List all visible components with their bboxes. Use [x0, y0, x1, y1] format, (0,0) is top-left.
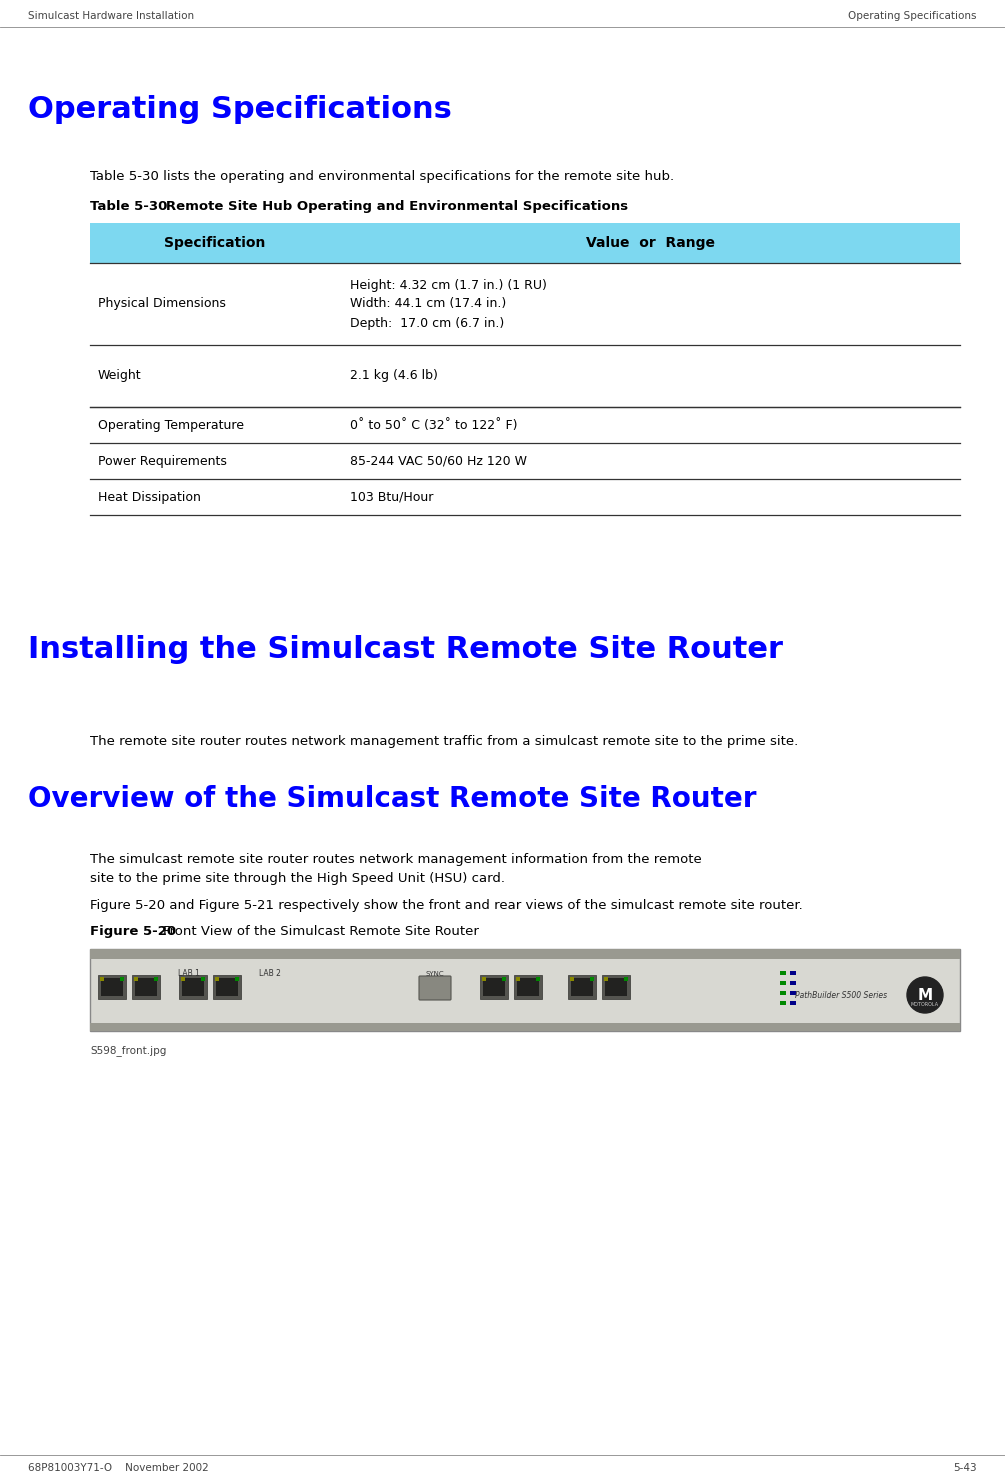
Text: Weight: Weight [98, 370, 142, 383]
FancyBboxPatch shape [605, 978, 627, 995]
FancyBboxPatch shape [780, 981, 786, 985]
Text: Heat Dissipation: Heat Dissipation [98, 491, 201, 503]
Text: 5-43: 5-43 [954, 1463, 977, 1473]
FancyBboxPatch shape [179, 975, 207, 998]
Text: Table 5-30: Table 5-30 [90, 200, 168, 213]
FancyBboxPatch shape [90, 950, 960, 1031]
FancyBboxPatch shape [624, 978, 628, 981]
Text: The simulcast remote site router routes network management information from the : The simulcast remote site router routes … [90, 853, 701, 867]
Text: Simulcast Hardware Installation: Simulcast Hardware Installation [28, 10, 194, 21]
FancyBboxPatch shape [154, 978, 158, 981]
FancyBboxPatch shape [780, 1001, 786, 1006]
FancyBboxPatch shape [604, 978, 608, 981]
Text: Installing the Simulcast Remote Site Router: Installing the Simulcast Remote Site Rou… [28, 634, 783, 664]
FancyBboxPatch shape [182, 978, 204, 995]
Text: Operating Temperature: Operating Temperature [98, 419, 244, 432]
Text: 2.1 kg (4.6 lb): 2.1 kg (4.6 lb) [350, 370, 438, 383]
FancyBboxPatch shape [216, 978, 238, 995]
Text: Remote Site Hub Operating and Environmental Specifications: Remote Site Hub Operating and Environmen… [152, 200, 628, 213]
FancyBboxPatch shape [517, 978, 539, 995]
FancyBboxPatch shape [790, 972, 796, 975]
Text: Figure 5-20: Figure 5-20 [90, 924, 176, 938]
FancyBboxPatch shape [132, 975, 160, 998]
Text: SYNC: SYNC [426, 972, 444, 978]
FancyBboxPatch shape [134, 978, 138, 981]
Text: Figure 5-20 and Figure 5-21 respectively show the front and rear views of the si: Figure 5-20 and Figure 5-21 respectively… [90, 899, 803, 913]
FancyBboxPatch shape [201, 978, 205, 981]
Text: LAB 1: LAB 1 [178, 969, 200, 978]
Text: Table 5-30 lists the operating and environmental specifications for the remote s: Table 5-30 lists the operating and envir… [90, 170, 674, 183]
Text: Specification: Specification [164, 237, 265, 250]
Text: LAB 2: LAB 2 [259, 969, 281, 978]
FancyBboxPatch shape [90, 950, 960, 958]
Text: MOTOROLA: MOTOROLA [911, 1003, 939, 1007]
FancyBboxPatch shape [571, 978, 593, 995]
FancyBboxPatch shape [480, 975, 508, 998]
Text: Depth:  17.0 cm (6.7 in.): Depth: 17.0 cm (6.7 in.) [350, 317, 505, 330]
Text: M: M [918, 988, 933, 1003]
FancyBboxPatch shape [100, 978, 104, 981]
Text: Operating Specifications: Operating Specifications [28, 95, 452, 124]
Text: Overview of the Simulcast Remote Site Router: Overview of the Simulcast Remote Site Ro… [28, 785, 757, 813]
FancyBboxPatch shape [590, 978, 594, 981]
FancyBboxPatch shape [213, 975, 241, 998]
FancyBboxPatch shape [514, 975, 542, 998]
Text: Operating Specifications: Operating Specifications [848, 10, 977, 21]
FancyBboxPatch shape [780, 991, 786, 995]
Text: PathBuilder S500 Series: PathBuilder S500 Series [795, 991, 887, 1000]
FancyBboxPatch shape [482, 978, 486, 981]
FancyBboxPatch shape [90, 223, 960, 263]
FancyBboxPatch shape [235, 978, 239, 981]
FancyBboxPatch shape [602, 975, 630, 998]
FancyBboxPatch shape [536, 978, 540, 981]
FancyBboxPatch shape [100, 978, 123, 995]
FancyBboxPatch shape [98, 975, 126, 998]
Text: Width: 44.1 cm (17.4 in.): Width: 44.1 cm (17.4 in.) [350, 297, 507, 311]
Text: site to the prime site through the High Speed Unit (HSU) card.: site to the prime site through the High … [90, 873, 505, 884]
Text: Height: 4.32 cm (1.7 in.) (1 RU): Height: 4.32 cm (1.7 in.) (1 RU) [350, 278, 547, 291]
FancyBboxPatch shape [502, 978, 506, 981]
FancyBboxPatch shape [790, 991, 796, 995]
FancyBboxPatch shape [780, 972, 786, 975]
FancyBboxPatch shape [90, 1023, 960, 1031]
FancyBboxPatch shape [568, 975, 596, 998]
FancyBboxPatch shape [570, 978, 574, 981]
FancyBboxPatch shape [419, 976, 451, 1000]
Text: The remote site router routes network management traffic from a simulcast remote: The remote site router routes network ma… [90, 735, 798, 748]
Text: 0˚ to 50˚ C (32˚ to 122˚ F): 0˚ to 50˚ C (32˚ to 122˚ F) [350, 419, 518, 432]
Text: S598_front.jpg: S598_front.jpg [90, 1046, 167, 1056]
Circle shape [907, 978, 943, 1013]
FancyBboxPatch shape [516, 978, 520, 981]
Text: Power Requirements: Power Requirements [98, 454, 227, 467]
Text: 85-244 VAC 50/60 Hz 120 W: 85-244 VAC 50/60 Hz 120 W [350, 454, 527, 467]
FancyBboxPatch shape [181, 978, 185, 981]
FancyBboxPatch shape [120, 978, 124, 981]
FancyBboxPatch shape [790, 1001, 796, 1006]
Text: Physical Dimensions: Physical Dimensions [98, 297, 226, 311]
Text: 68P81003Y71-O    November 2002: 68P81003Y71-O November 2002 [28, 1463, 209, 1473]
FancyBboxPatch shape [215, 978, 219, 981]
FancyBboxPatch shape [483, 978, 505, 995]
Text: Front View of the Simulcast Remote Site Router: Front View of the Simulcast Remote Site … [146, 924, 478, 938]
Text: 103 Btu/Hour: 103 Btu/Hour [350, 491, 433, 503]
Text: Value  or  Range: Value or Range [586, 237, 715, 250]
FancyBboxPatch shape [790, 981, 796, 985]
FancyBboxPatch shape [135, 978, 157, 995]
